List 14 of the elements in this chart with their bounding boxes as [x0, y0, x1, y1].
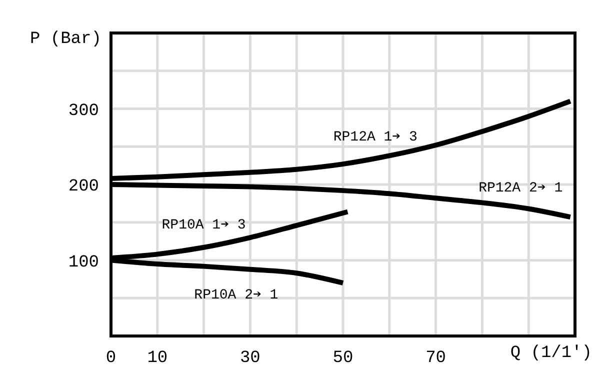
series-label: RP12A 1➔ 3: [333, 130, 418, 146]
x-tick-label: 0: [106, 349, 116, 368]
x-tick-label: 50: [332, 349, 354, 368]
x-axis-title: Q (1/1'): [510, 344, 592, 363]
x-tick-label: 30: [240, 349, 260, 368]
x-tick-label: 10: [147, 349, 168, 368]
y-tick-label: 300: [68, 102, 99, 121]
y-axis-title: P (Bar): [30, 30, 102, 49]
series-label: RP10A 2➔ 1: [194, 287, 278, 304]
y-tick-label: 200: [68, 178, 99, 197]
x-tick-label: 70: [426, 349, 446, 368]
series-label: RP12A 2➔ 1: [478, 180, 563, 197]
y-tick-label: 100: [68, 253, 99, 272]
series-label: RP10A 1➔ 3: [162, 217, 246, 234]
